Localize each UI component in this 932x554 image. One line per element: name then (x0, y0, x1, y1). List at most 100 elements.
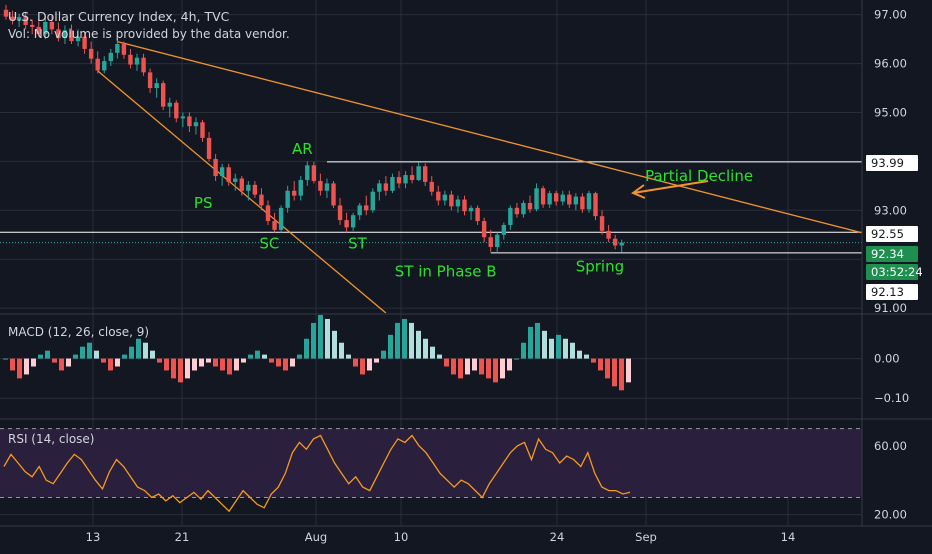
candle-body (619, 242, 624, 246)
candle-body (43, 22, 48, 35)
candle-body (468, 207, 474, 212)
candle (560, 190, 565, 206)
candle-body (121, 44, 127, 55)
candle-body (357, 205, 362, 216)
candle (567, 190, 572, 208)
candle-body (350, 215, 356, 228)
candle (285, 185, 290, 213)
candle (167, 97, 172, 118)
candle (449, 190, 454, 211)
macd-bar (318, 315, 323, 359)
candle-body (115, 44, 120, 53)
candle-body (88, 48, 94, 59)
candle (436, 185, 441, 206)
macd-bar (262, 354, 267, 359)
candle (134, 53, 140, 71)
macd-bar (87, 342, 92, 359)
candle-body (416, 166, 421, 180)
candle (3, 4, 9, 20)
candle-body (554, 193, 559, 202)
macd-bar (493, 358, 498, 383)
candle (403, 171, 408, 189)
x-tick-label: 10 (394, 530, 409, 544)
macd-bar (73, 354, 78, 359)
candle-body (514, 207, 520, 215)
candle (501, 222, 506, 240)
candle-body (547, 193, 552, 205)
rsi-line (3, 434, 631, 513)
candle (462, 195, 467, 216)
candle (442, 190, 448, 206)
price-tag-label: 92.34 (871, 247, 904, 261)
price-tick-label: 96.00 (874, 57, 907, 71)
macd-bar (171, 358, 176, 379)
macd-bar (472, 358, 477, 371)
candle (102, 56, 107, 74)
candle-body (206, 137, 212, 159)
candle-body (128, 54, 133, 65)
x-tick-label: 21 (175, 530, 190, 544)
candle-body (75, 36, 81, 42)
macd-bar (108, 358, 113, 371)
candle-body (265, 205, 271, 222)
candle-body (396, 177, 402, 184)
candle-body (449, 194, 454, 207)
macd-bar (486, 358, 491, 379)
arrow-shaft (632, 180, 709, 194)
candle-body (560, 194, 565, 202)
candle (56, 22, 61, 42)
candle-body (508, 207, 513, 225)
candle (606, 224, 611, 243)
candle (481, 217, 487, 243)
macd-bar (619, 358, 624, 391)
macd-bar (290, 358, 295, 367)
candle-body (534, 188, 539, 210)
macd-bar (94, 350, 99, 359)
price-tag-box (866, 155, 918, 171)
candle (95, 51, 100, 74)
candle-body (252, 184, 258, 195)
candle-body (370, 191, 375, 211)
candle (30, 19, 35, 35)
candle-body (344, 220, 349, 228)
candle (259, 188, 264, 211)
candle-body (409, 175, 415, 180)
macd-bar (556, 334, 561, 359)
macd-bar (122, 354, 127, 359)
macd-bar (150, 350, 155, 359)
candle (331, 180, 336, 208)
macd-bar (52, 358, 57, 363)
annotation-label: PS (194, 194, 213, 212)
candle-body (331, 183, 336, 206)
macd-bar (185, 358, 190, 379)
macd-bar (451, 358, 456, 375)
candle (10, 10, 15, 25)
candle-body (337, 205, 343, 221)
price-pane: AR PS SC ST ST in Phase B Spring Partial Decli… (0, 4, 862, 313)
macd-bar (283, 358, 288, 371)
candle (364, 195, 369, 216)
macd-bar (192, 358, 197, 371)
candle (187, 112, 192, 133)
macd-bar (353, 358, 358, 367)
x-tick-label: Aug (305, 530, 327, 544)
candle-body (82, 36, 87, 49)
macd-bar (206, 358, 211, 363)
candle-body (298, 179, 303, 196)
annotation-label: ST (348, 234, 368, 252)
candle-body (606, 230, 611, 239)
chart-title: U.S. Dollar Currency Index, 4h, TVC (8, 9, 230, 24)
candle (324, 178, 330, 199)
candle-body (193, 122, 199, 127)
candle (226, 163, 231, 186)
macd-bar (584, 354, 589, 359)
candle-body (495, 234, 500, 247)
candle-body (167, 102, 172, 107)
macd-title: MACD (12, 26, close, 9) (8, 325, 149, 339)
candle (416, 162, 421, 181)
candle (311, 161, 317, 184)
candle (180, 112, 186, 128)
candle-body (23, 17, 28, 25)
candle (429, 176, 434, 196)
